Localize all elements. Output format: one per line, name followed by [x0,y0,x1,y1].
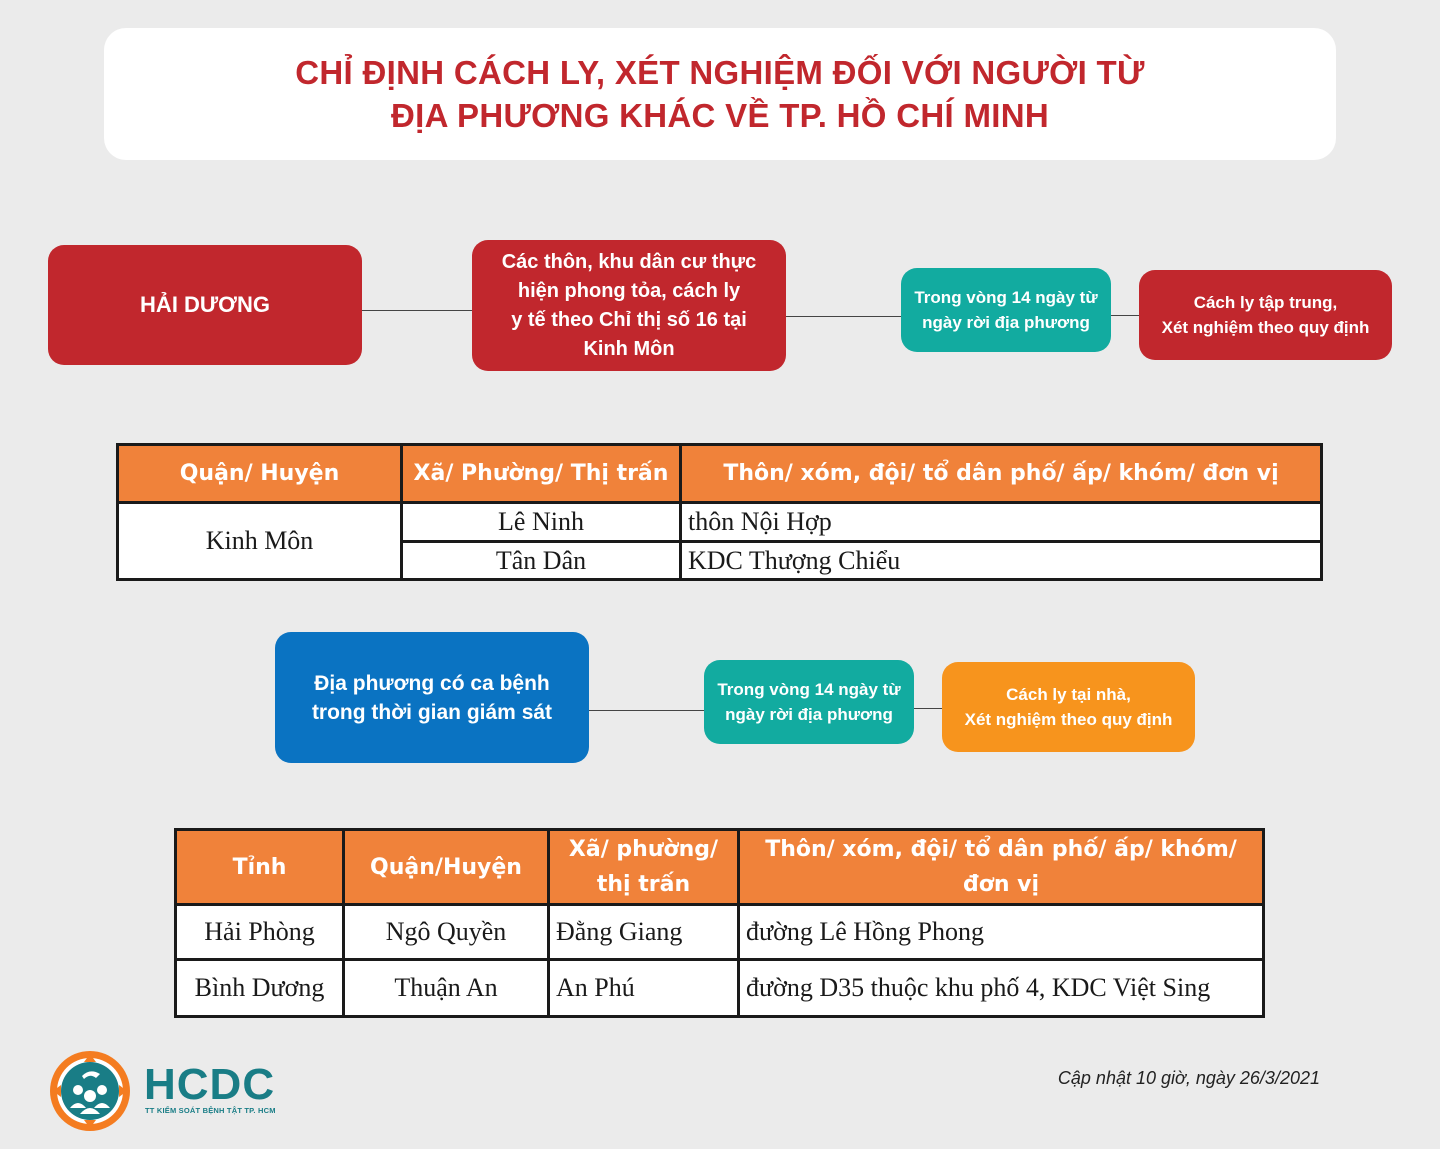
flow2-source-line: Địa phương có ca bệnh [314,671,550,695]
header-district: Quận/ Huyện [116,443,403,504]
flow1-condition-box: Các thôn, khu dân cư thực hiện phong tỏa… [472,240,786,371]
logo-name: HCDC [144,1060,276,1109]
header-ward-line: Xã/ phường/ [568,837,719,862]
connector-line [1111,315,1140,316]
flow1-condition-line: hiện phong tỏa, cách ly [517,279,741,302]
page-title-line-2: ĐỊA PHƯƠNG KHÁC VỀ TP. HỒ CHÍ MINH [391,97,1049,134]
flow2-action-box: Cách ly tại nhà, Xét nghiệm theo quy địn… [942,662,1195,752]
header-district: Quận/Huyện [342,828,550,906]
page-title-line-1: CHỈ ĐỊNH CÁCH LY, XÉT NGHIỆM ĐỐI VỚI NGƯ… [295,54,1145,91]
cell-province: Hải Phòng [174,903,345,961]
header-ward: Xã/ phường/ thị trấn [547,828,740,906]
cell-district: Thuận An [342,958,550,1018]
table-header-row: Quận/ Huyện Xã/ Phường/ Thị trấn Thôn/ x… [116,443,1323,504]
header-village: Thôn/ xóm, đội/ tổ dân phố/ ấp/ khóm/ đơ… [679,443,1323,504]
header-ward: Xã/ Phường/ Thị trấn [400,443,682,504]
flow1-action-line: Cách ly tập trung, [1193,293,1338,312]
flow1-timeframe-line: ngày rời địa phương [922,313,1090,332]
flow2-action-line: Xét nghiệm theo quy định [964,710,1173,729]
connector-line [785,316,902,317]
cell-village: KDC Thượng Chiểu [679,540,1323,581]
cell-province: Bình Dương [174,958,345,1018]
cell-ward: Lê Ninh [400,501,682,543]
header-province: Tỉnh [174,828,345,906]
flow2-source-line: trong thời gian giám sát [311,700,553,724]
cell-ward: Đằng Giang [547,903,740,961]
cell-district: Kinh Môn [116,501,403,581]
flow1-action-line: Xét nghiệm theo quy định [1161,318,1370,337]
flow2-timeframe-box: Trong vòng 14 ngày từ ngày rời địa phươn… [704,660,914,744]
cell-ward: Tân Dân [400,540,682,581]
header-village-line: Thôn/ xóm, đội/ tổ dân phố/ ấp/ khóm/ [765,837,1237,862]
table-hai-duong: Quận/ Huyện Xã/ Phường/ Thị trấn Thôn/ x… [116,443,1323,581]
table-row: Kinh Môn Lê Ninh thôn Nội Hợp [116,501,1323,581]
update-note: Cập nhật 10 giờ, ngày 26/3/2021 [1057,1068,1320,1088]
flow1-condition-line: Các thôn, khu dân cư thực [501,250,757,273]
table-row: Hải Phòng Ngô Quyền Đằng Giang đường Lê … [174,903,1265,961]
cell-district: Ngô Quyền [342,903,550,961]
cell-village: đường Lê Hồng Phong [737,903,1265,961]
flow2-timeframe-line: Trong vòng 14 ngày từ [717,680,901,699]
table-other-localities: Tỉnh Quận/Huyện Xã/ phường/ thị trấn Thô… [174,828,1265,1018]
cell-ward: An Phú [547,958,740,1018]
flow1-source-label: HẢI DƯƠNG [140,292,270,317]
hcdc-logo-icon [46,1046,134,1136]
header-village: Thôn/ xóm, đội/ tổ dân phố/ ấp/ khóm/ đơ… [737,828,1265,906]
flow2-timeframe-line: ngày rời địa phương [725,705,893,724]
connector-line [589,710,705,711]
cell-village: đường D35 thuộc khu phố 4, KDC Việt Sing [737,958,1265,1018]
flow2-source-box: Địa phương có ca bệnh trong thời gian gi… [275,632,589,763]
flow1-source-box: HẢI DƯƠNG [48,245,362,365]
cell-village: thôn Nội Hợp [679,501,1323,543]
flow1-timeframe-box: Trong vòng 14 ngày từ ngày rời địa phươn… [901,268,1111,352]
flow1-action-box: Cách ly tập trung, Xét nghiệm theo quy đ… [1139,270,1392,360]
header-village-line: đơn vị [962,872,1040,897]
table-row: Tân Dân KDC Thượng Chiểu [118,540,1323,581]
table-header-row: Tỉnh Quận/Huyện Xã/ phường/ thị trấn Thô… [174,828,1265,906]
logo-subtitle: TT KIỂM SOÁT BỆNH TẬT TP. HCM [145,1106,276,1115]
header-ward-line: thị trấn [596,872,691,897]
flow1-condition-line: y tế theo Chỉ thị số 16 tại [511,308,747,331]
connector-line [362,310,472,311]
title-card: CHỈ ĐỊNH CÁCH LY, XÉT NGHIỆM ĐỐI VỚI NGƯ… [104,28,1336,160]
flow1-timeframe-line: Trong vòng 14 ngày từ [914,288,1098,307]
flow2-action-line: Cách ly tại nhà, [1006,685,1131,704]
table-row: Bình Dương Thuận An An Phú đường D35 thu… [174,958,1265,1018]
flow1-condition-line: Kinh Môn [583,337,675,360]
connector-line [914,708,943,709]
